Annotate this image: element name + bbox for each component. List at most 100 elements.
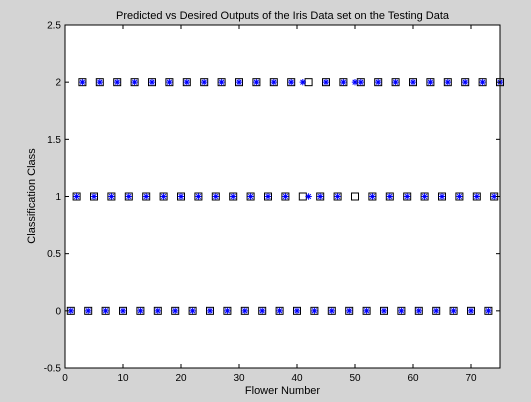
point-square bbox=[124, 192, 133, 201]
point-asterisk bbox=[479, 78, 486, 86]
point-square bbox=[264, 192, 272, 201]
point-square bbox=[478, 78, 487, 87]
point-asterisk bbox=[427, 78, 434, 86]
y-tick-label: 2 bbox=[55, 78, 61, 89]
point-square bbox=[345, 306, 354, 315]
point-asterisk bbox=[212, 193, 219, 200]
point-square bbox=[455, 192, 464, 201]
point-asterisk bbox=[351, 78, 359, 86]
x-tick-label: 40 bbox=[291, 373, 303, 384]
point-square bbox=[130, 78, 139, 87]
point-asterisk bbox=[305, 193, 312, 200]
point-asterisk bbox=[137, 307, 144, 315]
point-square bbox=[182, 78, 191, 87]
series-square bbox=[66, 78, 504, 315]
point-asterisk bbox=[282, 193, 289, 200]
point-asterisk bbox=[218, 78, 225, 86]
data-points bbox=[66, 78, 504, 315]
point-square bbox=[397, 306, 406, 315]
point-square bbox=[142, 192, 151, 201]
point-asterisk bbox=[456, 193, 463, 200]
point-asterisk bbox=[322, 78, 330, 86]
y-tick-label: 1.5 bbox=[47, 135, 61, 146]
x-axis-label: Flower Number bbox=[245, 385, 321, 397]
point-asterisk bbox=[438, 193, 446, 200]
point-asterisk bbox=[143, 193, 150, 200]
point-asterisk bbox=[340, 78, 347, 86]
point-square bbox=[223, 306, 232, 315]
point-square bbox=[159, 192, 168, 201]
point-square bbox=[316, 192, 325, 201]
point-square bbox=[258, 306, 267, 315]
point-square bbox=[403, 192, 412, 201]
point-square bbox=[153, 306, 162, 315]
x-tick-label: 70 bbox=[465, 373, 477, 384]
point-asterisk bbox=[317, 193, 324, 200]
point-square bbox=[414, 306, 423, 315]
point-square bbox=[72, 192, 81, 201]
point-asterisk bbox=[102, 307, 109, 315]
point-square bbox=[95, 78, 104, 87]
point-square bbox=[148, 78, 156, 87]
x-tick-label: 20 bbox=[175, 373, 187, 384]
point-square bbox=[90, 192, 98, 201]
point-square bbox=[484, 306, 493, 315]
point-square bbox=[449, 306, 458, 315]
point-square bbox=[235, 78, 243, 87]
point-asterisk bbox=[119, 307, 127, 315]
x-tick-label: 30 bbox=[233, 373, 245, 384]
point-asterisk bbox=[114, 78, 121, 86]
point-square bbox=[246, 192, 255, 201]
point-asterisk bbox=[247, 193, 254, 200]
point-square bbox=[362, 306, 371, 315]
point-asterisk bbox=[264, 193, 272, 200]
point-asterisk bbox=[404, 193, 411, 200]
y-axis-ticks: -0.5 0 0.5 1 1.5 2 2.5 bbox=[44, 21, 500, 375]
point-square bbox=[252, 78, 261, 87]
point-asterisk bbox=[380, 307, 388, 315]
point-asterisk bbox=[195, 193, 202, 200]
point-square bbox=[438, 192, 446, 201]
point-square bbox=[188, 306, 197, 315]
point-square bbox=[443, 78, 452, 87]
point-square bbox=[351, 192, 359, 201]
point-square bbox=[113, 78, 122, 87]
point-asterisk bbox=[131, 78, 138, 86]
point-square bbox=[194, 192, 203, 201]
point-asterisk bbox=[328, 307, 335, 315]
point-asterisk bbox=[293, 307, 301, 315]
point-square bbox=[467, 306, 475, 315]
point-square bbox=[333, 192, 342, 201]
y-tick-label: 1 bbox=[55, 192, 61, 203]
point-asterisk bbox=[253, 78, 260, 86]
point-asterisk bbox=[206, 307, 214, 315]
point-asterisk bbox=[444, 78, 451, 86]
point-asterisk bbox=[85, 307, 92, 315]
point-asterisk bbox=[357, 78, 364, 86]
point-square bbox=[240, 306, 249, 315]
point-square bbox=[409, 78, 417, 87]
point-asterisk bbox=[462, 78, 469, 86]
point-square bbox=[206, 306, 214, 315]
point-asterisk bbox=[79, 78, 86, 86]
point-square bbox=[310, 306, 319, 315]
point-asterisk bbox=[241, 307, 248, 315]
point-asterisk bbox=[276, 307, 283, 315]
point-square bbox=[432, 306, 441, 315]
point-asterisk bbox=[166, 78, 173, 86]
point-asterisk bbox=[160, 193, 167, 200]
point-asterisk bbox=[73, 193, 80, 200]
point-asterisk bbox=[270, 78, 277, 86]
point-asterisk bbox=[346, 307, 353, 315]
y-tick-label: 0 bbox=[55, 306, 61, 317]
point-asterisk bbox=[189, 307, 196, 315]
point-square bbox=[119, 306, 127, 315]
point-square bbox=[385, 192, 394, 201]
point-asterisk bbox=[433, 307, 440, 315]
x-tick-label: 50 bbox=[349, 373, 361, 384]
point-asterisk bbox=[224, 307, 231, 315]
point-asterisk bbox=[363, 307, 370, 315]
point-asterisk bbox=[467, 307, 475, 315]
point-square bbox=[281, 192, 290, 201]
point-asterisk bbox=[386, 193, 393, 200]
